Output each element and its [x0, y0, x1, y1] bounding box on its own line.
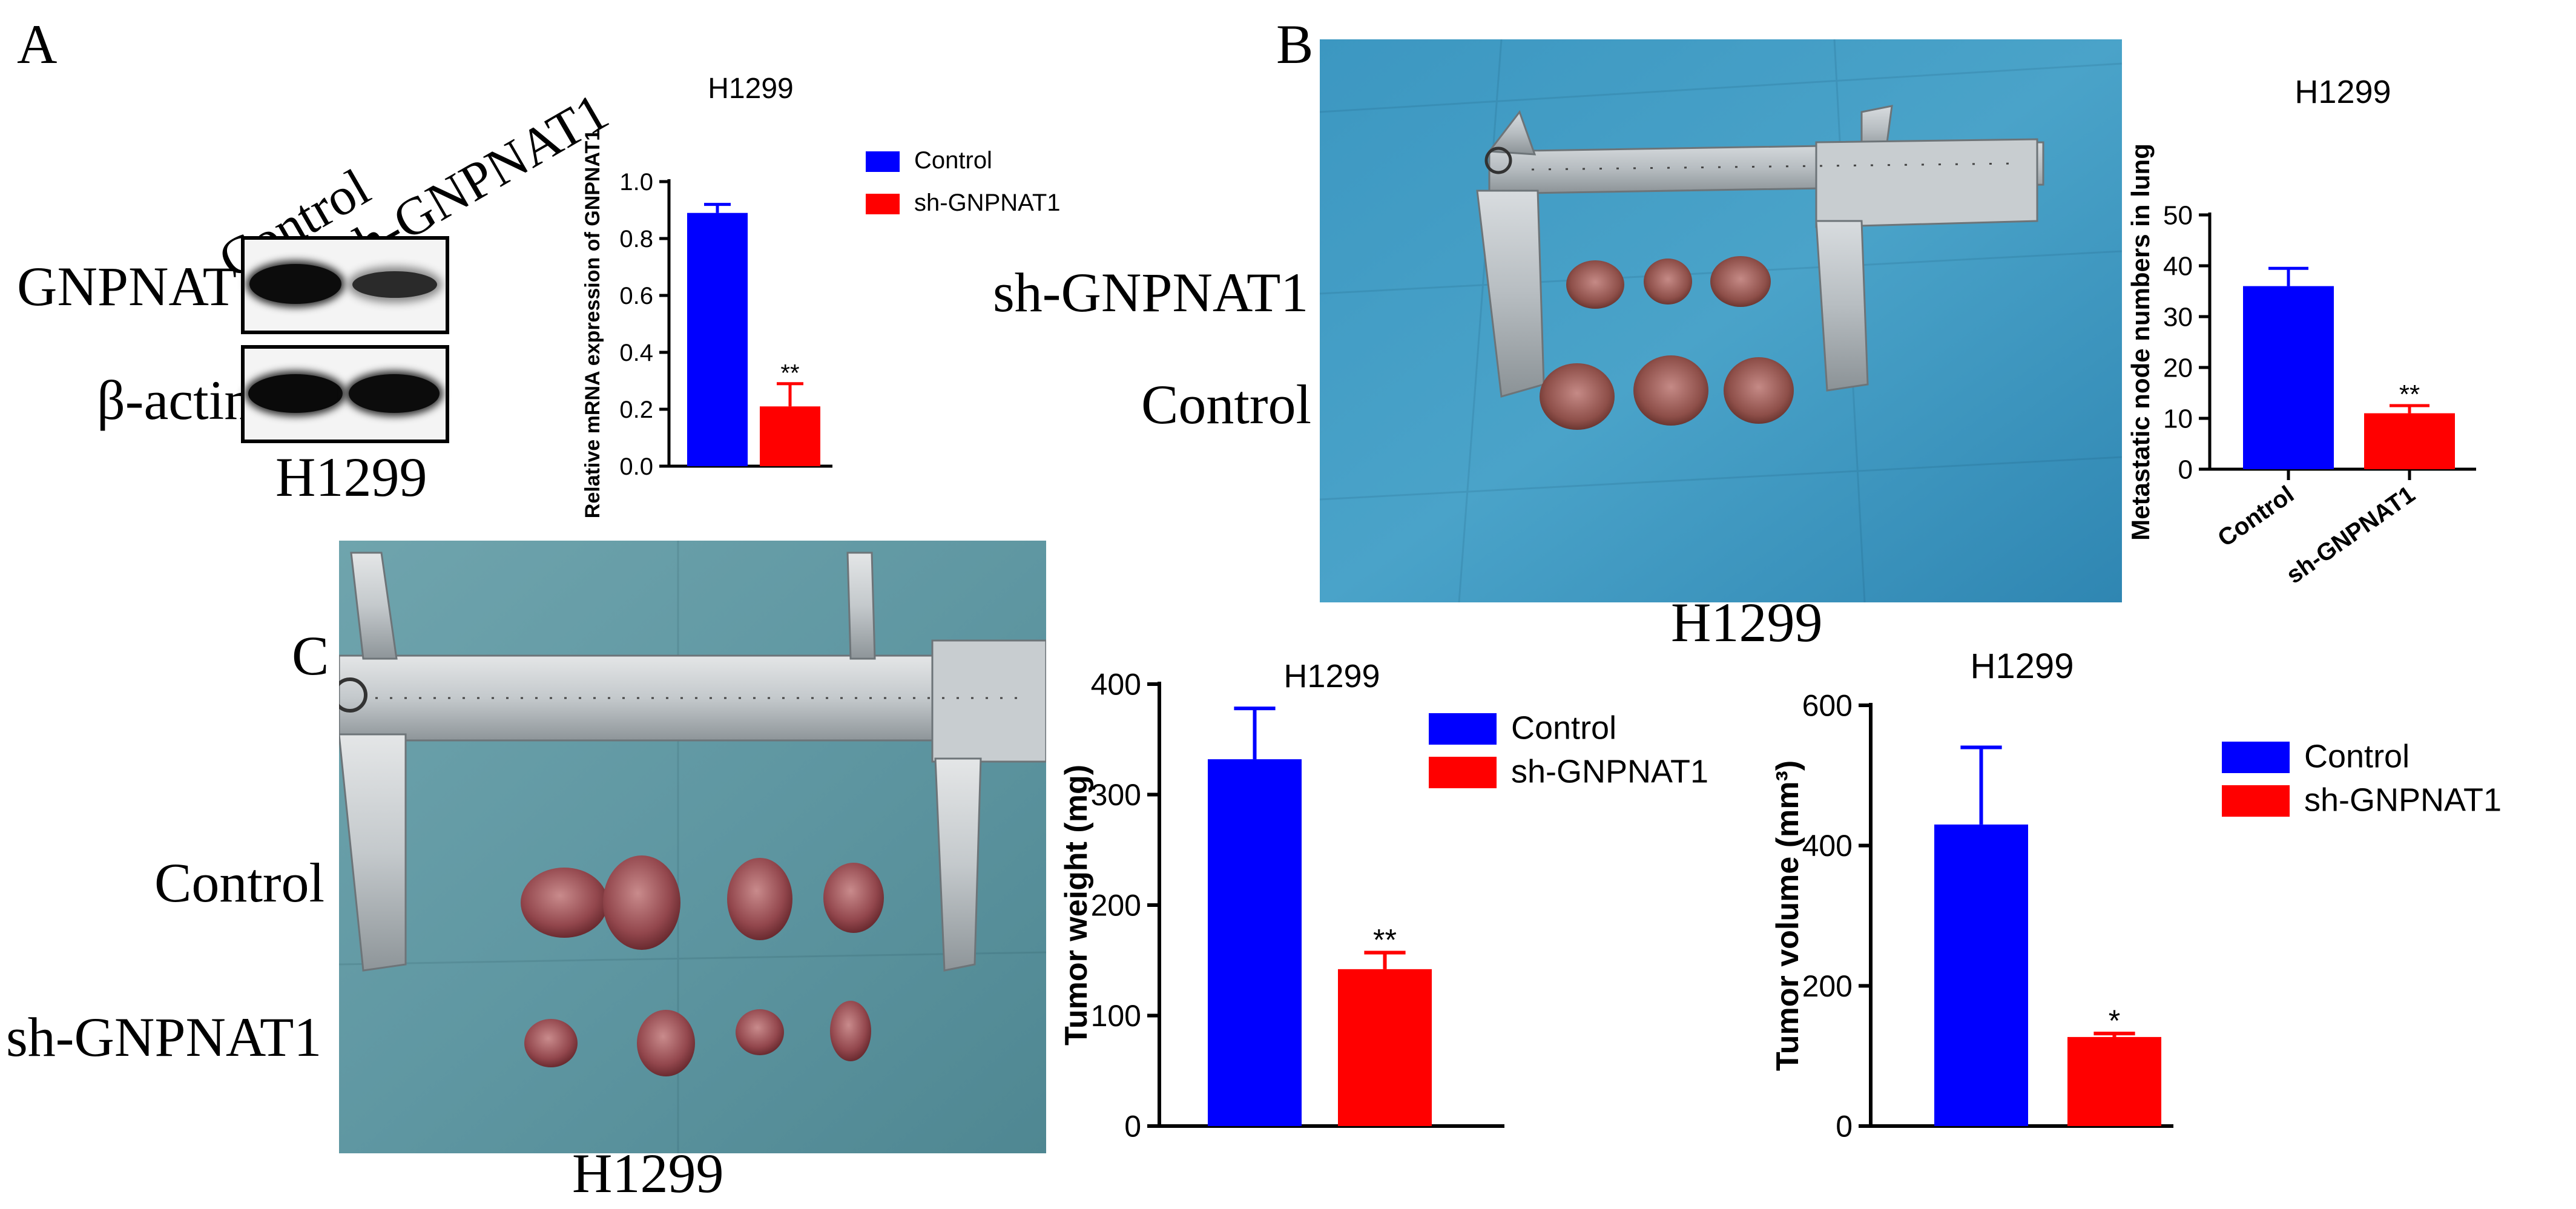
- weight-bar-control: [1208, 759, 1302, 1126]
- panel-a-label: A: [17, 13, 58, 75]
- mrna-bar-control: [687, 212, 748, 466]
- volume-title: H1299: [1971, 647, 2074, 686]
- nodes-ytick-label: 10: [2163, 404, 2193, 433]
- chart-weight: H1299 Tumor weight (mg) 0 100 200 300 400 ** Con…: [1059, 658, 1708, 1144]
- band-gnpnat1-sh: [352, 271, 437, 298]
- volume-ytick-label: 600: [1802, 689, 1853, 723]
- weight-ytick-label: 0: [1124, 1110, 1141, 1144]
- tumor-photo-cell-line: H1299: [572, 1142, 724, 1204]
- mrna-ytick-label: 0.8: [619, 226, 653, 252]
- tumor-photo-drawing: [339, 541, 1046, 1153]
- weight-legend-label: Control: [1511, 710, 1616, 746]
- lung-photo: [1320, 39, 2122, 602]
- nodes-bar-sh: [2364, 413, 2455, 469]
- nodes-ytick-label: 30: [2163, 302, 2193, 332]
- mrna-ylabel: Relative mRNA expression of GNPNAT1: [581, 130, 604, 518]
- nodes-significance: **: [2399, 380, 2420, 409]
- volume-legend-swatch-control: [2222, 742, 2290, 773]
- chart-mrna: H1299 Relative mRNA expression of GNPNAT1…: [581, 73, 1061, 518]
- volume-ylabel: Tumor volume (mm³): [1770, 760, 1805, 1071]
- nodes-bar-control: [2243, 286, 2334, 469]
- weight-ytick-label: 300: [1091, 778, 1141, 812]
- lung-photo-drawing: [1320, 39, 2122, 602]
- mrna-ytick-label: 1.0: [619, 169, 653, 196]
- lung-row-label-sh: sh-GNPNAT1: [993, 262, 1309, 323]
- weight-bar-sh: [1338, 969, 1432, 1126]
- weight-legend-label: sh-GNPNAT1: [1511, 754, 1708, 790]
- weight-ytick-label: 200: [1091, 889, 1141, 923]
- mrna-ytick-label: 0.4: [619, 340, 653, 366]
- volume-ytick-label: 200: [1802, 969, 1853, 1003]
- mrna-legend-label: sh-GNPNAT1: [914, 189, 1061, 216]
- weight-significance: **: [1373, 923, 1397, 957]
- weight-ytick-label: 400: [1091, 668, 1141, 702]
- nodes-xtick-label: sh-GNPNAT1: [2282, 481, 2420, 588]
- volume-ytick-label: 0: [1836, 1110, 1853, 1144]
- mrna-legend-label: Control: [914, 147, 992, 174]
- tumor-photo: [339, 541, 1046, 1153]
- volume-bar-sh: [2067, 1036, 2161, 1126]
- mrna-ytick-label: 0.6: [619, 283, 653, 309]
- weight-title: H1299: [1283, 658, 1380, 694]
- mrna-ytick-label: 0.0: [619, 453, 653, 480]
- mrna-legend-swatch-control: [866, 151, 900, 172]
- blot-row-label-actin: β-actin: [97, 369, 252, 431]
- weight-legend-swatch-control: [1429, 713, 1497, 745]
- band-actin-control: [248, 374, 343, 413]
- volume-significance: *: [2109, 1004, 2120, 1038]
- panel-b-label: B: [1276, 13, 1314, 75]
- blot-actin: [241, 345, 449, 443]
- weight-ylabel: Tumor weight (mg): [1059, 765, 1094, 1046]
- mrna-significance: **: [780, 360, 799, 387]
- nodes-xtick-label: Control: [2213, 481, 2299, 552]
- chart-volume: H1299 Tumor volume (mm³) 0 200 400 600 * Contro…: [1770, 647, 2502, 1144]
- nodes-ytick-label: 20: [2163, 353, 2193, 383]
- mrna-bar-sh: [760, 406, 820, 466]
- blot-row-label-gnpnat1: GNPNAT1: [17, 255, 265, 317]
- nodes-title: H1299: [2294, 74, 2391, 110]
- mrna-ytick-label: 0.2: [619, 397, 653, 423]
- nodes-ytick-label: 50: [2163, 200, 2193, 230]
- mrna-legend-swatch-sh: [866, 194, 900, 214]
- mrna-title: H1299: [708, 73, 793, 105]
- nodes-ytick-label: 40: [2163, 251, 2193, 281]
- lung-row-label-control: Control: [1141, 374, 1312, 435]
- panel-c-label: C: [292, 625, 329, 687]
- tumor-row-label-control: Control: [154, 852, 325, 914]
- blot-gnpnat1: [241, 236, 449, 334]
- chart-nodes: H1299 Metastatic node numbers in lung 0 10 2…: [2126, 74, 2476, 589]
- volume-legend-label: sh-GNPNAT1: [2304, 782, 2502, 819]
- weight-ytick-label: 100: [1091, 999, 1141, 1033]
- volume-ytick-label: 400: [1802, 829, 1853, 863]
- nodes-ylabel: Metastatic node numbers in lung: [2126, 143, 2155, 541]
- nodes-ytick-label: 0: [2178, 455, 2193, 484]
- band-gnpnat1-control: [249, 264, 341, 304]
- band-actin-sh: [349, 374, 440, 413]
- blot-cell-line: H1299: [275, 446, 427, 508]
- volume-bar-control: [1934, 824, 2028, 1126]
- weight-legend-swatch-sh: [1429, 757, 1497, 788]
- volume-legend-swatch-sh: [2222, 785, 2290, 817]
- tumor-row-label-sh: sh-GNPNAT1: [6, 1006, 322, 1068]
- lung-photo-cell-line: H1299: [1671, 591, 1823, 653]
- volume-legend-label: Control: [2304, 739, 2410, 775]
